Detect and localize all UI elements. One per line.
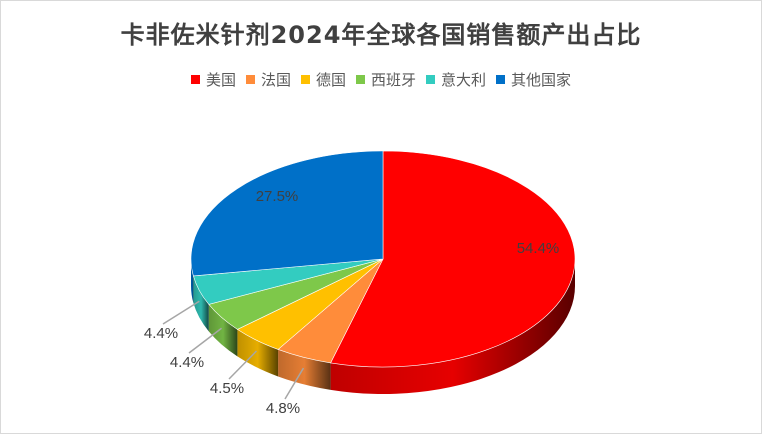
legend: 美国 法国 德国 西班牙 意大利 其他国家: [1, 69, 761, 90]
legend-label: 美国: [205, 71, 236, 89]
legend-item: 美国: [190, 69, 236, 90]
legend-label: 西班牙: [371, 71, 417, 89]
pie-slice-side: [191, 259, 194, 303]
legend-item: 西班牙: [356, 69, 416, 90]
pie-slice-side: [208, 304, 238, 357]
legend-swatch: [245, 75, 255, 84]
legend-swatch: [426, 75, 436, 84]
data-label: 27.5%: [256, 188, 299, 205]
pie-slice-side: [330, 259, 575, 394]
legend-item: 法国: [245, 69, 291, 90]
legend-label: 其他国家: [511, 71, 572, 89]
legend-swatch: [300, 75, 310, 84]
data-label: 54.4%: [517, 240, 560, 257]
pie-slice-side: [278, 349, 331, 390]
chart-title: 卡非佐米针剂2024年全球各国销售额产出占比: [120, 21, 642, 49]
legend-swatch: [356, 75, 365, 84]
legend-swatch: [496, 75, 506, 84]
data-label: 4.4%: [144, 325, 178, 342]
data-label: 4.5%: [210, 380, 244, 397]
pie-slice-side: [193, 275, 209, 332]
legend-swatch: [190, 75, 200, 84]
legend-item: 德国: [300, 69, 346, 90]
pie-slice-side: [237, 329, 279, 377]
leader-line: [284, 367, 305, 400]
legend-label: 意大利: [441, 71, 487, 89]
leader-line: [228, 350, 258, 380]
legend-item: 其他国家: [496, 69, 571, 90]
data-label: 4.4%: [170, 354, 204, 371]
legend-item: 意大利: [426, 69, 486, 90]
legend-label: 法国: [260, 71, 291, 89]
leader-line: [162, 300, 200, 325]
data-label: 4.8%: [266, 400, 300, 417]
legend-label: 德国: [315, 71, 346, 89]
leader-line: [188, 327, 222, 354]
pie-slice: [190, 150, 384, 277]
pie-slice: [330, 150, 576, 368]
